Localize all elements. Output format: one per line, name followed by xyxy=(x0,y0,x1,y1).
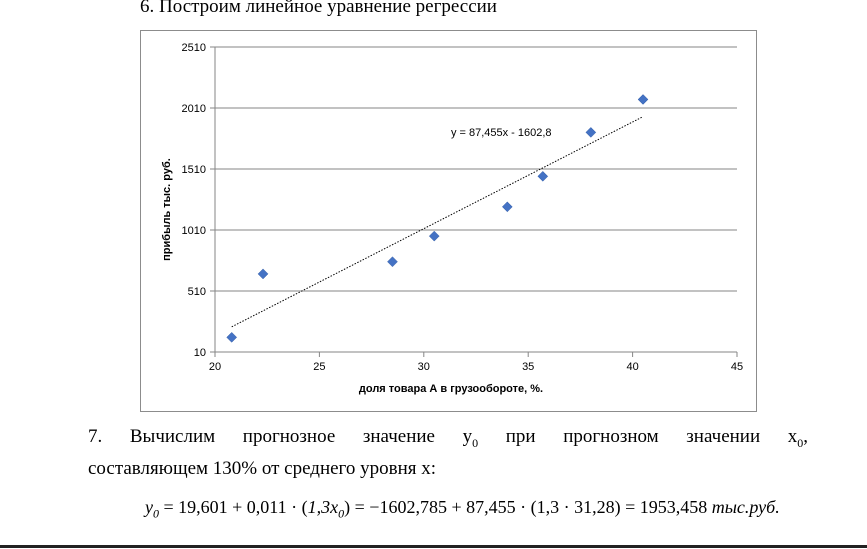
y-tick-label: 1510 xyxy=(182,164,206,176)
data-point xyxy=(637,94,649,105)
x-tick-label: 35 xyxy=(522,361,534,373)
variable-y0: y0 xyxy=(462,426,479,450)
trendline xyxy=(231,116,644,328)
section-heading: 6. Построим линейное уравнение регрессии xyxy=(140,0,497,17)
forecast-formula: y0 = 19,601 + 0,011 · (1,3x0) = −1602,78… xyxy=(145,497,780,521)
step7-line2: составляющем 130% от среднего уровня x: xyxy=(88,458,437,479)
scatter-chart: 20 25 30 35 40 45 10 510 1010 1510 2010 2510 доля то… xyxy=(161,42,743,395)
y-tick-label: 2510 xyxy=(182,42,206,54)
unit-label: тыс.руб. xyxy=(711,497,780,517)
variable-x0: x0, xyxy=(787,426,809,450)
x-tick-label: 20 xyxy=(209,361,221,373)
step-word: прогнозном xyxy=(563,426,659,447)
data-point xyxy=(257,268,269,280)
y-tick-label: 10 xyxy=(194,347,206,359)
page-bottom-rule xyxy=(0,545,867,548)
y-axis-title: прибыль тыс. руб. xyxy=(161,158,173,261)
y-tick-label: 2010 xyxy=(182,103,206,115)
data-point xyxy=(428,230,440,242)
data-point xyxy=(226,332,238,343)
y-tick-label: 510 xyxy=(188,286,206,298)
x-tick-label: 45 xyxy=(731,361,743,373)
data-point xyxy=(501,201,513,213)
y-tick-label: 1010 xyxy=(182,225,206,237)
data-point xyxy=(537,170,549,182)
trendline-equation: y = 87,455x - 1602,8 xyxy=(451,127,552,139)
x-tick-label: 40 xyxy=(626,361,638,373)
step-number: 7. xyxy=(88,426,103,447)
step-word: при xyxy=(505,426,536,447)
step-word: значении xyxy=(686,426,761,447)
data-point xyxy=(585,127,597,138)
x-axis-title: доля товара А в грузообороте, %. xyxy=(359,383,543,395)
step7-line1: 7. Вычислим прогнозное значение y0 при п… xyxy=(88,426,808,451)
step-word: Вычислим xyxy=(129,426,216,447)
step-word: значение xyxy=(362,426,435,447)
chart-area: 20 25 30 35 40 45 10 510 1010 1510 2010 2510 доля то… xyxy=(140,30,757,412)
step-word: прогнозное xyxy=(242,426,336,447)
x-tick-label: 30 xyxy=(418,361,430,373)
x-tick-label: 25 xyxy=(313,361,325,373)
data-point xyxy=(387,256,398,268)
